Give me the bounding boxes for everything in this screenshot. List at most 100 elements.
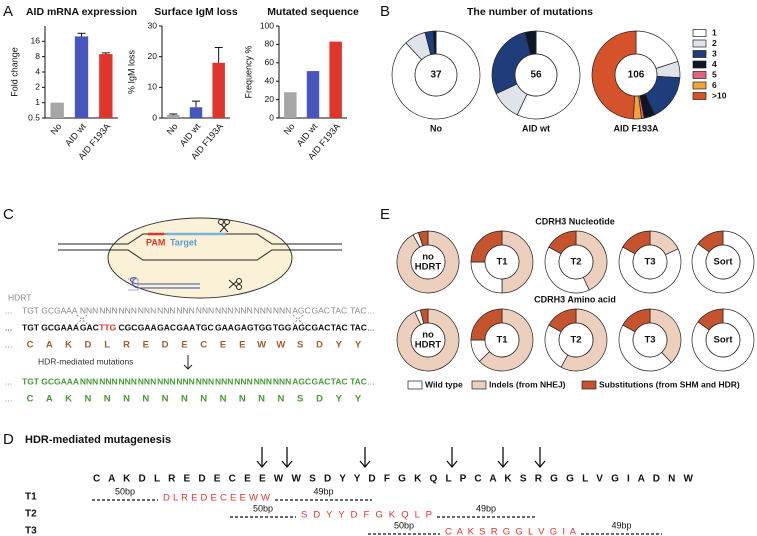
category-label: T1 (496, 257, 508, 268)
center-label: 37 (430, 70, 442, 81)
amino-acid: K (65, 340, 72, 351)
y-axis-label: % IgM loss (126, 49, 136, 94)
sequence: C A K D L R E D E C E E W W S D Y Y D F … (93, 474, 694, 485)
codon: NNN (215, 376, 233, 386)
y-tick-label: 1 (35, 97, 40, 107)
panel-label: B (380, 3, 390, 20)
amino-acid: L (104, 340, 110, 351)
codon: GAC (312, 376, 331, 386)
bar (167, 114, 180, 118)
pam-label: PAM (146, 237, 165, 247)
legend-label: 6 (712, 80, 717, 90)
amino-acid: E (220, 340, 226, 351)
bar (50, 102, 64, 118)
category-label: AID F193A (613, 123, 659, 133)
donut-hole (414, 53, 458, 97)
codon: NNN (119, 305, 137, 315)
codon: TAC (350, 376, 367, 386)
donut-hole (484, 322, 520, 358)
category-label: No (430, 123, 442, 133)
codon: GCG (41, 305, 60, 315)
insert-sequence: S D Y Y D F G K Q L P (301, 510, 432, 521)
category-label: T2 (570, 335, 581, 346)
bar (212, 62, 225, 118)
bar (284, 92, 297, 118)
codon: NNN (234, 376, 252, 386)
category-label: Sort (714, 257, 734, 268)
chart-title: CDRH3 Amino acid (534, 294, 616, 304)
codon: NNN (273, 376, 291, 386)
amino-acid: C (27, 340, 34, 351)
y-tick-label: 4 (35, 66, 40, 76)
legend-swatch (692, 71, 707, 79)
panel-label: C (3, 206, 14, 223)
amino-acid: N (181, 394, 188, 405)
amino-acid: Y (355, 394, 362, 405)
amino-acid: N (239, 394, 246, 405)
insert-sequence: D L R E D E C E E W W (163, 493, 270, 504)
codon: NNN (234, 305, 252, 315)
codon: NNN (196, 376, 214, 386)
y-tick-label: 40 (265, 75, 275, 85)
y-tick-label: 10 (148, 82, 158, 92)
amino-acid: N (258, 394, 265, 405)
arrow-label: HDR-mediated mutations (38, 356, 133, 366)
y-tick-label: 20 (148, 51, 158, 61)
codon: NNN (119, 376, 137, 386)
codon: TAC (350, 322, 367, 332)
amino-acid: E (239, 340, 245, 351)
arm-length: 49bp (313, 486, 333, 496)
panel-label: D (3, 431, 14, 448)
amino-acid: N (277, 394, 284, 405)
ellipsis: ... (5, 376, 12, 386)
donut-hole (705, 322, 741, 358)
y-tick-label: 80 (265, 39, 275, 49)
codon: NNN (99, 305, 117, 315)
panel-label: E (380, 206, 390, 223)
template-name: T1 (25, 492, 37, 503)
amino-acid: D (84, 340, 91, 351)
center-label: 106 (628, 70, 645, 81)
ellipsis: ... (5, 339, 12, 349)
amino-acid: A (46, 394, 53, 405)
legend-swatch (692, 81, 707, 90)
amino-acid: W (276, 340, 285, 351)
donut-hole (705, 244, 741, 280)
legend-label: Substitutions (from SHM and HDR) (599, 379, 740, 389)
template-name: T2 (25, 509, 37, 520)
y-tick-label: 0 (152, 112, 157, 122)
legend-swatch (407, 380, 423, 390)
legend-swatch (692, 50, 707, 58)
ellipsis: ... (5, 305, 12, 315)
bar (306, 71, 320, 118)
target-label: Target (170, 237, 197, 247)
arm-length: 50bp (394, 520, 414, 530)
y-tick-label: 30 (148, 20, 158, 30)
amino-acid: S (297, 340, 303, 351)
y-tick-label: 0.5 (28, 112, 40, 122)
amino-acid: Y (336, 340, 343, 351)
legend-label: 4 (712, 59, 717, 69)
legend-label: 3 (712, 48, 717, 58)
y-tick-label: 8 (35, 51, 40, 61)
hdrt-label: HDRT (8, 292, 31, 302)
chart-title: AID mRNA expression (26, 6, 137, 18)
codon: GAA (138, 322, 157, 332)
hdr-arrow (183, 355, 193, 370)
cell-schematic (58, 217, 342, 299)
codon: GAC (157, 322, 176, 332)
category-label: HDRT (415, 262, 442, 273)
legend-label: >10 (712, 90, 727, 100)
amino-acid: D (316, 394, 323, 405)
amino-acid: N (123, 394, 130, 405)
codon: NNN (138, 305, 156, 315)
codon: NNN (80, 376, 98, 386)
codon: CGC (119, 322, 138, 332)
category-label: T3 (644, 335, 655, 346)
codon: GAC (312, 322, 331, 332)
chart-title: Surface IgM loss (154, 6, 238, 18)
codon: NNN (99, 376, 117, 386)
legend-swatch (581, 380, 597, 390)
amino-acid: N (84, 394, 91, 405)
amino-acid: N (162, 394, 169, 405)
